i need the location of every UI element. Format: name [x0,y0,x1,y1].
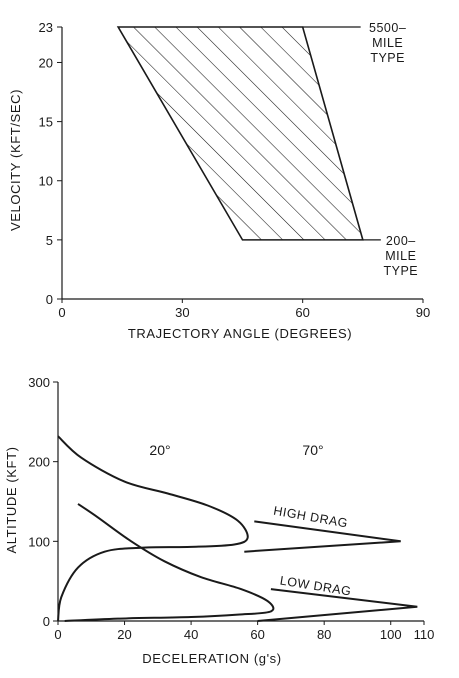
altitude-x-tick-label: 80 [317,627,331,642]
altitude-chart: 0 100 200 300 0 20 40 60 80 100 110 20° 70° HIGH … [4,375,434,666]
altitude-y-tick-label: 200 [28,455,50,470]
velocity-y-tick-label: 10 [39,174,53,189]
altitude-x-tick-label: 100 [380,627,402,642]
velocity-x-tick-label: 90 [416,305,430,320]
velocity-y-tick-label: 0 [46,292,53,307]
altitude-x-tick-label: 110 [414,627,435,642]
velocity-y-tick-label: 5 [46,233,53,248]
altitude-y-ticks: 0 100 200 300 [28,375,58,629]
velocity-y-tick-label: 20 [39,55,53,70]
angle-label-70: 70° [302,442,323,458]
altitude-y-tick-label: 100 [28,534,50,549]
velocity-y-axis-label: VELOCITY (KFT/SEC) [8,89,23,231]
annotation-label: 5500– [369,21,406,35]
annotation-label: TYPE [370,51,405,65]
velocity-plot-area [61,26,423,300]
altitude-plot-area [57,382,424,622]
velocity-x-axis-label: TRAJECTORY ANGLE (DEGREES) [128,326,352,341]
annotation-label: MILE [385,249,416,263]
altitude-x-tick-label: 20 [117,627,131,642]
velocity-y-ticks: 0 5 10 15 20 23 [39,20,62,307]
angle-label-20: 20° [149,442,170,458]
annotation-label: 200– [386,234,416,248]
high-drag-label: HIGH DRAG [272,504,349,531]
altitude-y-tick-label: 0 [43,614,50,629]
velocity-x-ticks: 0 30 60 90 [58,299,430,320]
altitude-y-tick-label: 300 [28,375,50,390]
altitude-x-tick-label: 60 [250,627,264,642]
velocity-x-tick-label: 30 [175,305,189,320]
curve-20deg-1 [57,435,249,622]
curve-70deg-low-drag [257,588,418,622]
altitude-x-axis-label: DECELERATION (g's) [142,651,281,666]
curve-20deg-2 [64,503,275,622]
annotation-label: TYPE [384,264,419,278]
velocity-x-tick-label: 0 [58,305,65,320]
curve-70deg-high-drag [244,520,401,553]
altitude-x-ticks: 0 20 40 60 80 100 110 [54,621,434,642]
altitude-x-tick-label: 40 [184,627,198,642]
altitude-y-axis-label: ALTITUDE (KFT) [4,446,19,553]
altitude-x-tick-label: 0 [54,627,61,642]
annotation-label: MILE [372,36,403,50]
velocity-y-tick-label: 15 [39,115,53,130]
velocity-y-tick-label: 23 [39,20,53,35]
hatched-region [116,26,364,241]
velocity-x-tick-label: 60 [295,305,309,320]
